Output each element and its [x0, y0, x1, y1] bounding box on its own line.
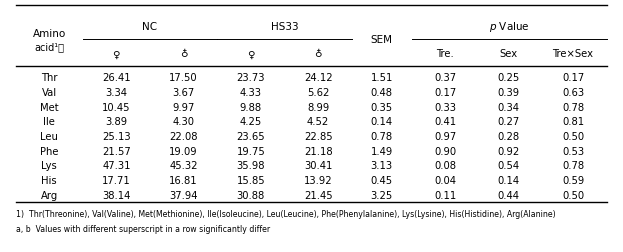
Text: 0.81: 0.81 [562, 117, 584, 127]
Text: 24.12: 24.12 [304, 73, 333, 83]
Text: 21.18: 21.18 [304, 146, 333, 156]
Text: $p$ Value: $p$ Value [489, 19, 530, 34]
Text: 3.67: 3.67 [173, 88, 195, 98]
Text: 0.78: 0.78 [562, 102, 584, 112]
Text: 0.45: 0.45 [371, 175, 392, 185]
Text: a, b  Values with different superscript in a row significantly differ: a, b Values with different superscript i… [16, 225, 270, 234]
Text: acid¹⧣: acid¹⧣ [34, 42, 64, 52]
Text: 0.50: 0.50 [562, 132, 584, 142]
Text: 0.37: 0.37 [434, 73, 456, 83]
Text: 0.54: 0.54 [498, 161, 520, 171]
Text: 0.08: 0.08 [434, 161, 456, 171]
Text: Lys: Lys [41, 161, 57, 171]
Text: 0.63: 0.63 [562, 88, 584, 98]
Text: 3.89: 3.89 [105, 117, 128, 127]
Text: 13.92: 13.92 [304, 175, 333, 185]
Text: 38.14: 38.14 [102, 190, 131, 200]
Text: 0.39: 0.39 [498, 88, 520, 98]
Text: 4.25: 4.25 [240, 117, 262, 127]
Text: 0.17: 0.17 [434, 88, 456, 98]
Text: Amino: Amino [32, 29, 66, 39]
Text: Leu: Leu [40, 132, 58, 142]
Text: 0.25: 0.25 [498, 73, 520, 83]
Text: 0.59: 0.59 [562, 175, 584, 185]
Text: 9.88: 9.88 [240, 102, 262, 112]
Text: ♁: ♁ [180, 49, 188, 59]
Text: 19.75: 19.75 [237, 146, 265, 156]
Text: 9.97: 9.97 [173, 102, 195, 112]
Text: Phe: Phe [40, 146, 59, 156]
Text: 0.14: 0.14 [498, 175, 520, 185]
Text: 30.88: 30.88 [237, 190, 265, 200]
Text: Tre×Sex: Tre×Sex [553, 49, 594, 59]
Text: 4.30: 4.30 [173, 117, 194, 127]
Text: 0.92: 0.92 [498, 146, 520, 156]
Text: Thr: Thr [41, 73, 57, 83]
Text: 0.11: 0.11 [434, 190, 456, 200]
Text: 22.08: 22.08 [169, 132, 198, 142]
Text: 0.14: 0.14 [371, 117, 392, 127]
Text: Sex: Sex [500, 49, 518, 59]
Text: 8.99: 8.99 [307, 102, 329, 112]
Text: 3.13: 3.13 [371, 161, 392, 171]
Text: 0.53: 0.53 [562, 146, 584, 156]
Text: Tre.: Tre. [436, 49, 454, 59]
Text: 0.33: 0.33 [434, 102, 456, 112]
Text: His: His [41, 175, 57, 185]
Text: 4.33: 4.33 [240, 88, 262, 98]
Text: 10.45: 10.45 [102, 102, 131, 112]
Text: 4.52: 4.52 [307, 117, 329, 127]
Text: 15.85: 15.85 [237, 175, 265, 185]
Text: 0.34: 0.34 [498, 102, 520, 112]
Text: HS33: HS33 [270, 21, 298, 32]
Text: NC: NC [143, 21, 158, 32]
Text: 22.85: 22.85 [304, 132, 333, 142]
Text: ♀: ♀ [247, 49, 255, 59]
Text: 45.32: 45.32 [169, 161, 198, 171]
Text: 35.98: 35.98 [237, 161, 265, 171]
Text: 1.49: 1.49 [371, 146, 392, 156]
Text: 1.51: 1.51 [371, 73, 393, 83]
Text: 17.71: 17.71 [102, 175, 131, 185]
Text: 3.25: 3.25 [371, 190, 392, 200]
Text: 17.50: 17.50 [169, 73, 198, 83]
Text: 0.97: 0.97 [434, 132, 456, 142]
Text: 21.45: 21.45 [304, 190, 333, 200]
Text: Val: Val [42, 88, 57, 98]
Text: Ile: Ile [43, 117, 55, 127]
Text: ♁: ♁ [314, 49, 322, 59]
Text: 47.31: 47.31 [102, 161, 131, 171]
Text: 30.41: 30.41 [304, 161, 332, 171]
Text: 0.17: 0.17 [562, 73, 584, 83]
Text: 1)  Thr(Threonine), Val(Valine), Met(Methionine), Ile(Isoleucine), Leu(Leucine),: 1) Thr(Threonine), Val(Valine), Met(Meth… [16, 209, 555, 218]
Text: SEM: SEM [371, 35, 392, 45]
Text: 19.09: 19.09 [169, 146, 198, 156]
Text: 21.57: 21.57 [102, 146, 131, 156]
Text: ♀: ♀ [113, 49, 120, 59]
Text: 0.27: 0.27 [498, 117, 520, 127]
Text: 0.78: 0.78 [371, 132, 392, 142]
Text: 26.41: 26.41 [102, 73, 131, 83]
Text: 23.65: 23.65 [237, 132, 265, 142]
Text: 0.35: 0.35 [371, 102, 392, 112]
Text: 37.94: 37.94 [169, 190, 198, 200]
Text: 23.73: 23.73 [237, 73, 265, 83]
Text: 0.50: 0.50 [562, 190, 584, 200]
Text: Arg: Arg [40, 190, 58, 200]
Text: 0.41: 0.41 [434, 117, 456, 127]
Text: 0.78: 0.78 [562, 161, 584, 171]
Text: 0.90: 0.90 [434, 146, 456, 156]
Text: 0.04: 0.04 [434, 175, 456, 185]
Text: 0.48: 0.48 [371, 88, 392, 98]
Text: 25.13: 25.13 [102, 132, 131, 142]
Text: 3.34: 3.34 [105, 88, 128, 98]
Text: 16.81: 16.81 [169, 175, 198, 185]
Text: Met: Met [40, 102, 59, 112]
Text: 5.62: 5.62 [307, 88, 330, 98]
Text: 0.28: 0.28 [498, 132, 520, 142]
Text: 0.44: 0.44 [498, 190, 520, 200]
